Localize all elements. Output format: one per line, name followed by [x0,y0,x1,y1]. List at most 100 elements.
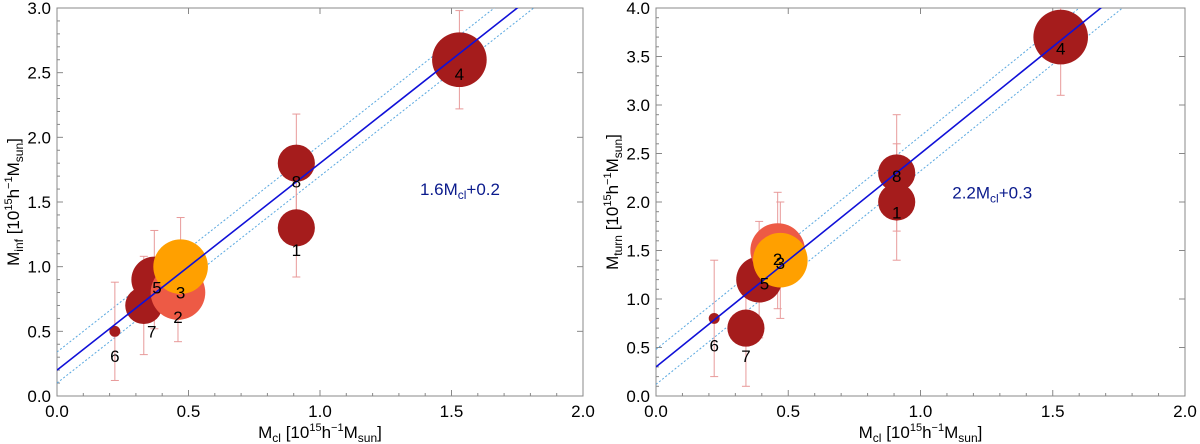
x-axis-label-unit-h: h [322,423,331,442]
y-tick-label: 2.0 [27,128,51,147]
x-axis-label-unit-sun: sun [958,431,977,444]
fit-band-lower [57,8,535,384]
point-label-1: 1 [892,204,901,223]
x-axis-label-unit-exp: 15 [309,422,321,434]
y-tick-label: 3.0 [27,0,51,18]
y-axis-label-unit-sun: sun [611,139,625,158]
x-axis-label-unit-exp: 15 [910,422,922,434]
point-label-5: 5 [760,274,769,293]
fit-label-sub: cl [990,191,999,205]
point-label-4: 4 [455,65,464,84]
x-axis-label-sub: cl [873,431,882,444]
fit-band-upper [656,8,1080,350]
fit-label-intercept: +0.2 [466,180,500,199]
point-label-6: 6 [709,337,718,356]
y-axis-label-unit: [10 [603,207,622,235]
y-tick-label: 2.0 [626,193,650,212]
x-tick-label: 1.5 [1041,402,1065,421]
point-label-8: 8 [892,167,901,186]
plot-area [656,8,1124,387]
point-label-1: 1 [292,241,301,260]
data-point-3[interactable] [153,239,208,294]
y-tick-label: 1.5 [626,242,650,261]
y-axis-label-unit-h: h [603,185,622,194]
x-axis-label-sub: cl [272,431,281,444]
y-axis-label-unit-m: M [603,158,622,172]
fit-label-sub: cl [458,188,467,202]
y-axis-label-unit-exp: 15 [3,198,15,210]
x-tick-label: 0.5 [776,402,800,421]
data-point-1[interactable] [277,209,315,247]
y-tick-label: 0.5 [626,339,650,358]
x-axis-label-unit-m: M [344,423,358,442]
y-tick-label: 0.5 [27,322,51,341]
x-axis-label-unit-h-exp: −1 [932,422,945,434]
point-label-3: 3 [776,254,785,273]
fit-line [656,8,1103,368]
point-label-3: 3 [176,284,185,303]
panel-right: 0.0 0.5 1.0 1.5 2.0 0.0 0.5 1.0 1.5 2.0 2.5 3.0 3.5 4… [602,0,1197,444]
x-tick-label: 0.5 [177,402,201,421]
plot-frame [56,7,584,397]
x-axis-label-unit-h-exp: −1 [331,422,344,434]
point-label-7: 7 [741,347,750,366]
y-axis-label-unit: [10 [4,211,23,239]
panel-left: 0.0 0.5 1.0 1.5 2.0 0.0 0.5 1.0 1.5 2.0 2.5 3.0 Mcl … [3,0,595,444]
y-tick-label: 4.0 [626,0,650,18]
y-tick-label: 2.5 [27,64,51,83]
x-tick-label: 0.0 [45,402,69,421]
x-axis-label-unit-m: M [944,423,958,442]
point-label-6: 6 [110,347,119,366]
data-point-7[interactable] [727,309,765,347]
x-axis-label-unit: [10 [281,423,309,442]
y-axis-label-unit-m: M [4,162,23,176]
x-tick-label: 1.5 [440,402,464,421]
y-tick-label: 0.0 [27,387,51,406]
fit-label-intercept: +0.3 [999,183,1033,202]
fit-label: 1.6Mcl+0.2 [420,180,500,202]
y-axis-label-unit-h-exp: −1 [602,172,614,185]
x-tick-label: 1.0 [909,402,933,421]
x-tick-label: 0.0 [644,402,668,421]
x-axis-label-base: M [859,423,873,442]
data-point-4[interactable] [432,32,487,88]
y-axis-label-unit-exp: 15 [602,194,614,206]
fit-label: 2.2Mcl+0.3 [952,183,1032,205]
x-axis-label-base: M [258,423,272,442]
y-tick-label: 2.5 [626,145,650,164]
x-tick-label: 2.0 [1173,402,1197,421]
y-tick-label: 1.0 [626,290,650,309]
plot-area [57,8,535,384]
fit-label-coef: 2.2M [952,183,990,202]
y-axis-label-unit-h-exp: −1 [3,176,15,189]
x-tick-label: 1.0 [308,402,332,421]
y-axis-label: Minf [1015h−1Msun] [3,138,26,266]
x-axis-label-unit-close: ] [978,423,983,442]
data-point-8[interactable] [277,144,315,182]
y-axis-label-sub: turn [611,235,625,256]
point-label-4: 4 [1056,40,1065,59]
x-axis-label-unit: [10 [881,423,909,442]
y-tick-label: 1.5 [27,193,51,212]
y-axis-label-sub: inf [12,238,26,251]
data-point-6[interactable] [109,325,121,337]
y-tick-label: 3.5 [626,48,650,67]
y-axis-label-base: M [4,252,23,266]
fit-label-coef: 1.6M [420,180,458,199]
point-label-2: 2 [173,308,182,327]
data-point-3[interactable] [753,232,808,288]
point-label-2: 2 [773,250,782,269]
y-axis-label: Mturn [1015h−1Msun] [602,134,625,270]
point-label-7: 7 [147,322,156,341]
data-point-1[interactable] [878,183,916,221]
y-axis-label-unit-close: ] [603,134,622,139]
y-axis-label-unit-h: h [4,189,23,198]
x-tick-label: 2.0 [571,402,595,421]
x-axis-label-unit-close: ] [377,423,382,442]
y-tick-label: 0.0 [626,387,650,406]
y-axis-label-unit-sun: sun [12,143,26,162]
y-tick-label: 1.0 [27,258,51,277]
x-axis-label-unit-h: h [922,423,931,442]
